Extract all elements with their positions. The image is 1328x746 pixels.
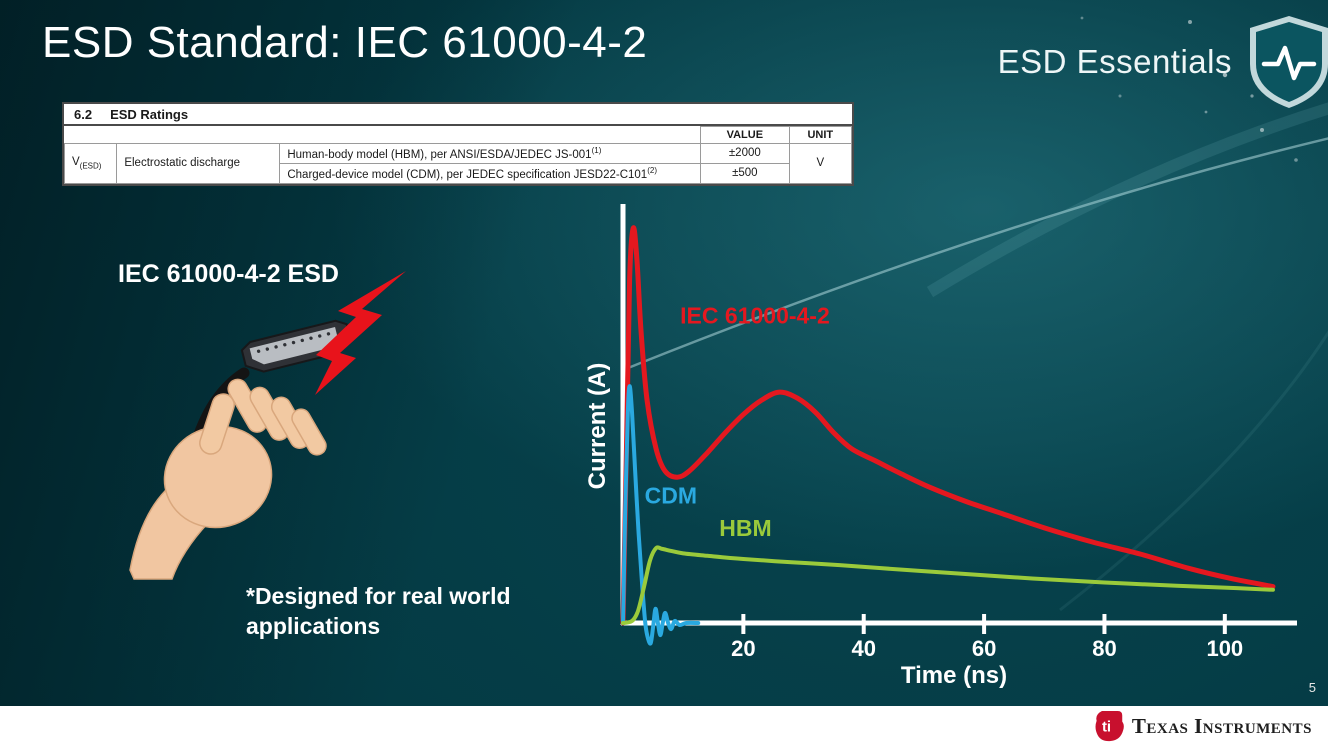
ti-logo-icon: ti [1095,711,1124,742]
y-axis-label: Current (A) [584,362,611,490]
illustration-label: IEC 61000-4-2 ESD [118,260,339,288]
x-tick-label: 100 [1206,636,1243,661]
slide-title: ESD Standard: IEC 61000-4-2 [42,18,648,67]
x-tick-label: 40 [851,636,875,661]
svg-text:ti: ti [1102,718,1111,735]
waveform-chart: 20 40 60 80 100 IEC 61000-4-2 CDM HBM Current (… [584,200,1300,705]
header-row: VALUE UNIT [64,126,853,144]
x-tick-label: 80 [1092,636,1116,661]
chart-svg: 20 40 60 80 100 IEC 61000-4-2 CDM HBM [620,204,1297,661]
param-symbol-cell: V(ESD) [63,143,118,184]
series-label-cdm: CDM [645,483,697,509]
hdmi-connector [240,319,352,373]
x-tick-label: 20 [731,636,755,661]
hbm-value-cell: ±2000 [700,143,790,164]
cdm-value-cell: ±500 [700,162,790,184]
ratings-grid: VALUE UNIT V(ESD) Electrostatic discharg… [63,126,853,184]
footer-bar: ti Texas Instruments [0,706,1328,746]
section-title: ESD Ratings [110,107,189,122]
brand-text: ESD Essentials [997,43,1232,80]
section-number: 6.2 [74,107,93,122]
hbm-description-cell: Human-body model (HBM), per ANSI/ESDA/JE… [279,143,702,164]
esd-shield-icon [1250,16,1328,108]
brand-area: ESD Essentials [998,14,1328,110]
esd-hand-illustration [129,271,406,580]
hand [129,425,273,580]
esd-ratings-table: 6.2 ESD Ratings VALUE UNIT V(ESD) Electr… [62,102,854,186]
series-label-iec-61000-4-2: IEC 61000-4-2 [680,302,830,328]
ti-logo-text: Texas Instruments [1131,713,1312,738]
x-axis-label: Time (ns) [900,662,1008,689]
series-label-hbm: HBM [719,515,771,541]
table-row: V(ESD) Electrostatic discharge Human-bod… [63,143,853,184]
lightning-bolt-icon [315,271,406,395]
value-header: VALUE [700,126,790,144]
series-curve-hbm [621,545,1275,625]
series-curve-cdm [621,384,701,646]
blank-header-cell [64,126,702,144]
designed-note: *Designed for real world applications [246,583,511,639]
param-description-cell: Electrostatic discharge [116,143,281,184]
unit-header: UNIT [788,126,853,144]
table-caption: 6.2 ESD Ratings [64,104,852,126]
fingers [199,378,327,456]
unit-cell: V [788,143,853,184]
thumb [199,393,235,455]
cdm-description-cell: Charged-device model (CDM), per JEDEC sp… [279,162,702,184]
series-curve-iec-61000-4-2 [620,225,1276,626]
x-tick-label: 60 [972,636,996,661]
page-number: 5 [1308,680,1316,695]
